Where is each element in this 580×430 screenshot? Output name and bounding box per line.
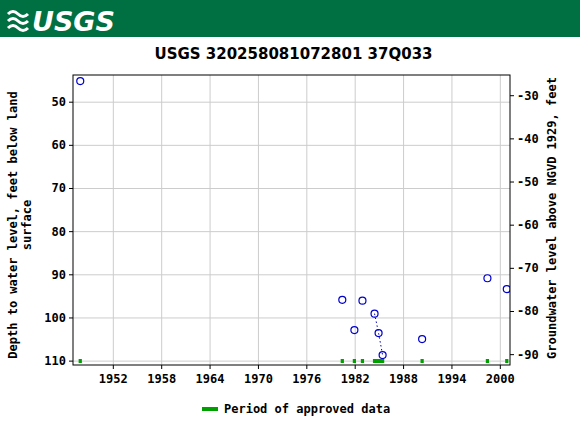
data-point bbox=[484, 275, 491, 282]
logo-wave bbox=[8, 12, 28, 17]
header-bar bbox=[0, 0, 580, 37]
data-point bbox=[77, 78, 84, 85]
tick bbox=[510, 138, 514, 139]
data-group bbox=[77, 78, 510, 363]
grid-line bbox=[113, 75, 114, 365]
tick-label: -30 bbox=[517, 89, 539, 103]
tick bbox=[403, 365, 404, 369]
tick-label: 90 bbox=[52, 268, 66, 282]
plot-background bbox=[73, 75, 510, 365]
series-line bbox=[375, 314, 383, 355]
grid-line bbox=[210, 75, 211, 365]
grid-line bbox=[73, 231, 510, 232]
tick bbox=[69, 102, 73, 103]
grid-line bbox=[73, 361, 510, 362]
grid-line bbox=[355, 75, 356, 365]
grid-line bbox=[73, 188, 510, 189]
data-point bbox=[503, 286, 510, 293]
data-point bbox=[379, 352, 386, 359]
data-point bbox=[375, 330, 382, 337]
title: USGS 320258081072801 37Q033 bbox=[154, 45, 432, 63]
tick bbox=[258, 365, 259, 369]
grid-line bbox=[258, 75, 259, 365]
tick bbox=[510, 354, 514, 355]
tick bbox=[510, 225, 514, 226]
approved-period bbox=[361, 359, 364, 363]
tick-label: -90 bbox=[517, 348, 539, 362]
legend-label: Period of approved data bbox=[224, 402, 390, 416]
tick bbox=[355, 365, 356, 369]
tick-label: -50 bbox=[517, 175, 539, 189]
grid-line bbox=[73, 145, 510, 146]
tick-label: 70 bbox=[52, 181, 66, 195]
tick-label: 1952 bbox=[99, 372, 128, 386]
tick bbox=[510, 182, 514, 183]
data-point bbox=[351, 327, 358, 334]
approved-period bbox=[421, 359, 424, 363]
tick-label: -40 bbox=[517, 132, 539, 146]
tick bbox=[510, 311, 514, 312]
tick bbox=[510, 268, 514, 269]
tick-label: 1964 bbox=[196, 372, 225, 386]
logo-wave bbox=[8, 19, 28, 24]
data-point bbox=[371, 310, 378, 317]
chart: USGS USGS 320258081072801 37Q033 1952 1958 1… bbox=[0, 0, 580, 430]
tick-label: 110 bbox=[44, 354, 66, 368]
approved-period bbox=[353, 359, 356, 363]
axis-label: Groundwater level above NGVD 1929, feet bbox=[545, 77, 559, 359]
tick bbox=[500, 365, 501, 369]
tick-label: 1976 bbox=[292, 372, 321, 386]
data-point bbox=[339, 296, 346, 303]
tick-label: 80 bbox=[52, 225, 66, 239]
tick-label: -70 bbox=[517, 261, 539, 275]
tick bbox=[69, 231, 73, 232]
tick bbox=[69, 188, 73, 189]
grid-line bbox=[403, 75, 404, 365]
tick-label: 1970 bbox=[244, 372, 273, 386]
tick bbox=[510, 95, 514, 96]
tick bbox=[69, 317, 73, 318]
approved-period bbox=[373, 359, 384, 363]
tick bbox=[161, 365, 162, 369]
axis-label: Depth to water level, feet below land bbox=[6, 91, 20, 358]
approved-period bbox=[79, 359, 82, 363]
grid-line bbox=[500, 75, 501, 365]
tick bbox=[69, 145, 73, 146]
approved-period bbox=[505, 359, 508, 363]
tick-label: 1994 bbox=[437, 372, 466, 386]
logo-icon bbox=[8, 12, 28, 31]
tick-label: 2000 bbox=[486, 372, 515, 386]
tick bbox=[210, 365, 211, 369]
grid-line bbox=[73, 102, 510, 103]
data-point bbox=[419, 336, 426, 343]
grid-line bbox=[73, 274, 510, 275]
approved-period bbox=[486, 359, 489, 363]
tick-label: 1982 bbox=[341, 372, 370, 386]
grid-line bbox=[451, 75, 452, 365]
tick-label: 1988 bbox=[389, 372, 418, 386]
tick bbox=[113, 365, 114, 369]
tick bbox=[451, 365, 452, 369]
tick bbox=[306, 365, 307, 369]
logo-text: USGS bbox=[32, 6, 115, 37]
tick-label: 50 bbox=[52, 95, 66, 109]
tick-label: 60 bbox=[52, 138, 66, 152]
logo-wave bbox=[8, 26, 28, 31]
approved-period bbox=[341, 359, 344, 363]
data-point bbox=[359, 297, 366, 304]
grid-line bbox=[306, 75, 307, 365]
tick-label: 1958 bbox=[147, 372, 176, 386]
grid-line bbox=[161, 75, 162, 365]
axis-label: surface bbox=[20, 200, 34, 251]
tick-label: 100 bbox=[44, 311, 66, 325]
tick bbox=[69, 274, 73, 275]
tick-label: -80 bbox=[517, 304, 539, 318]
tick bbox=[69, 361, 73, 362]
tick-label: -60 bbox=[517, 218, 539, 232]
legend-swatch bbox=[202, 407, 218, 411]
plot-frame bbox=[73, 75, 510, 365]
grid-line bbox=[73, 317, 510, 318]
